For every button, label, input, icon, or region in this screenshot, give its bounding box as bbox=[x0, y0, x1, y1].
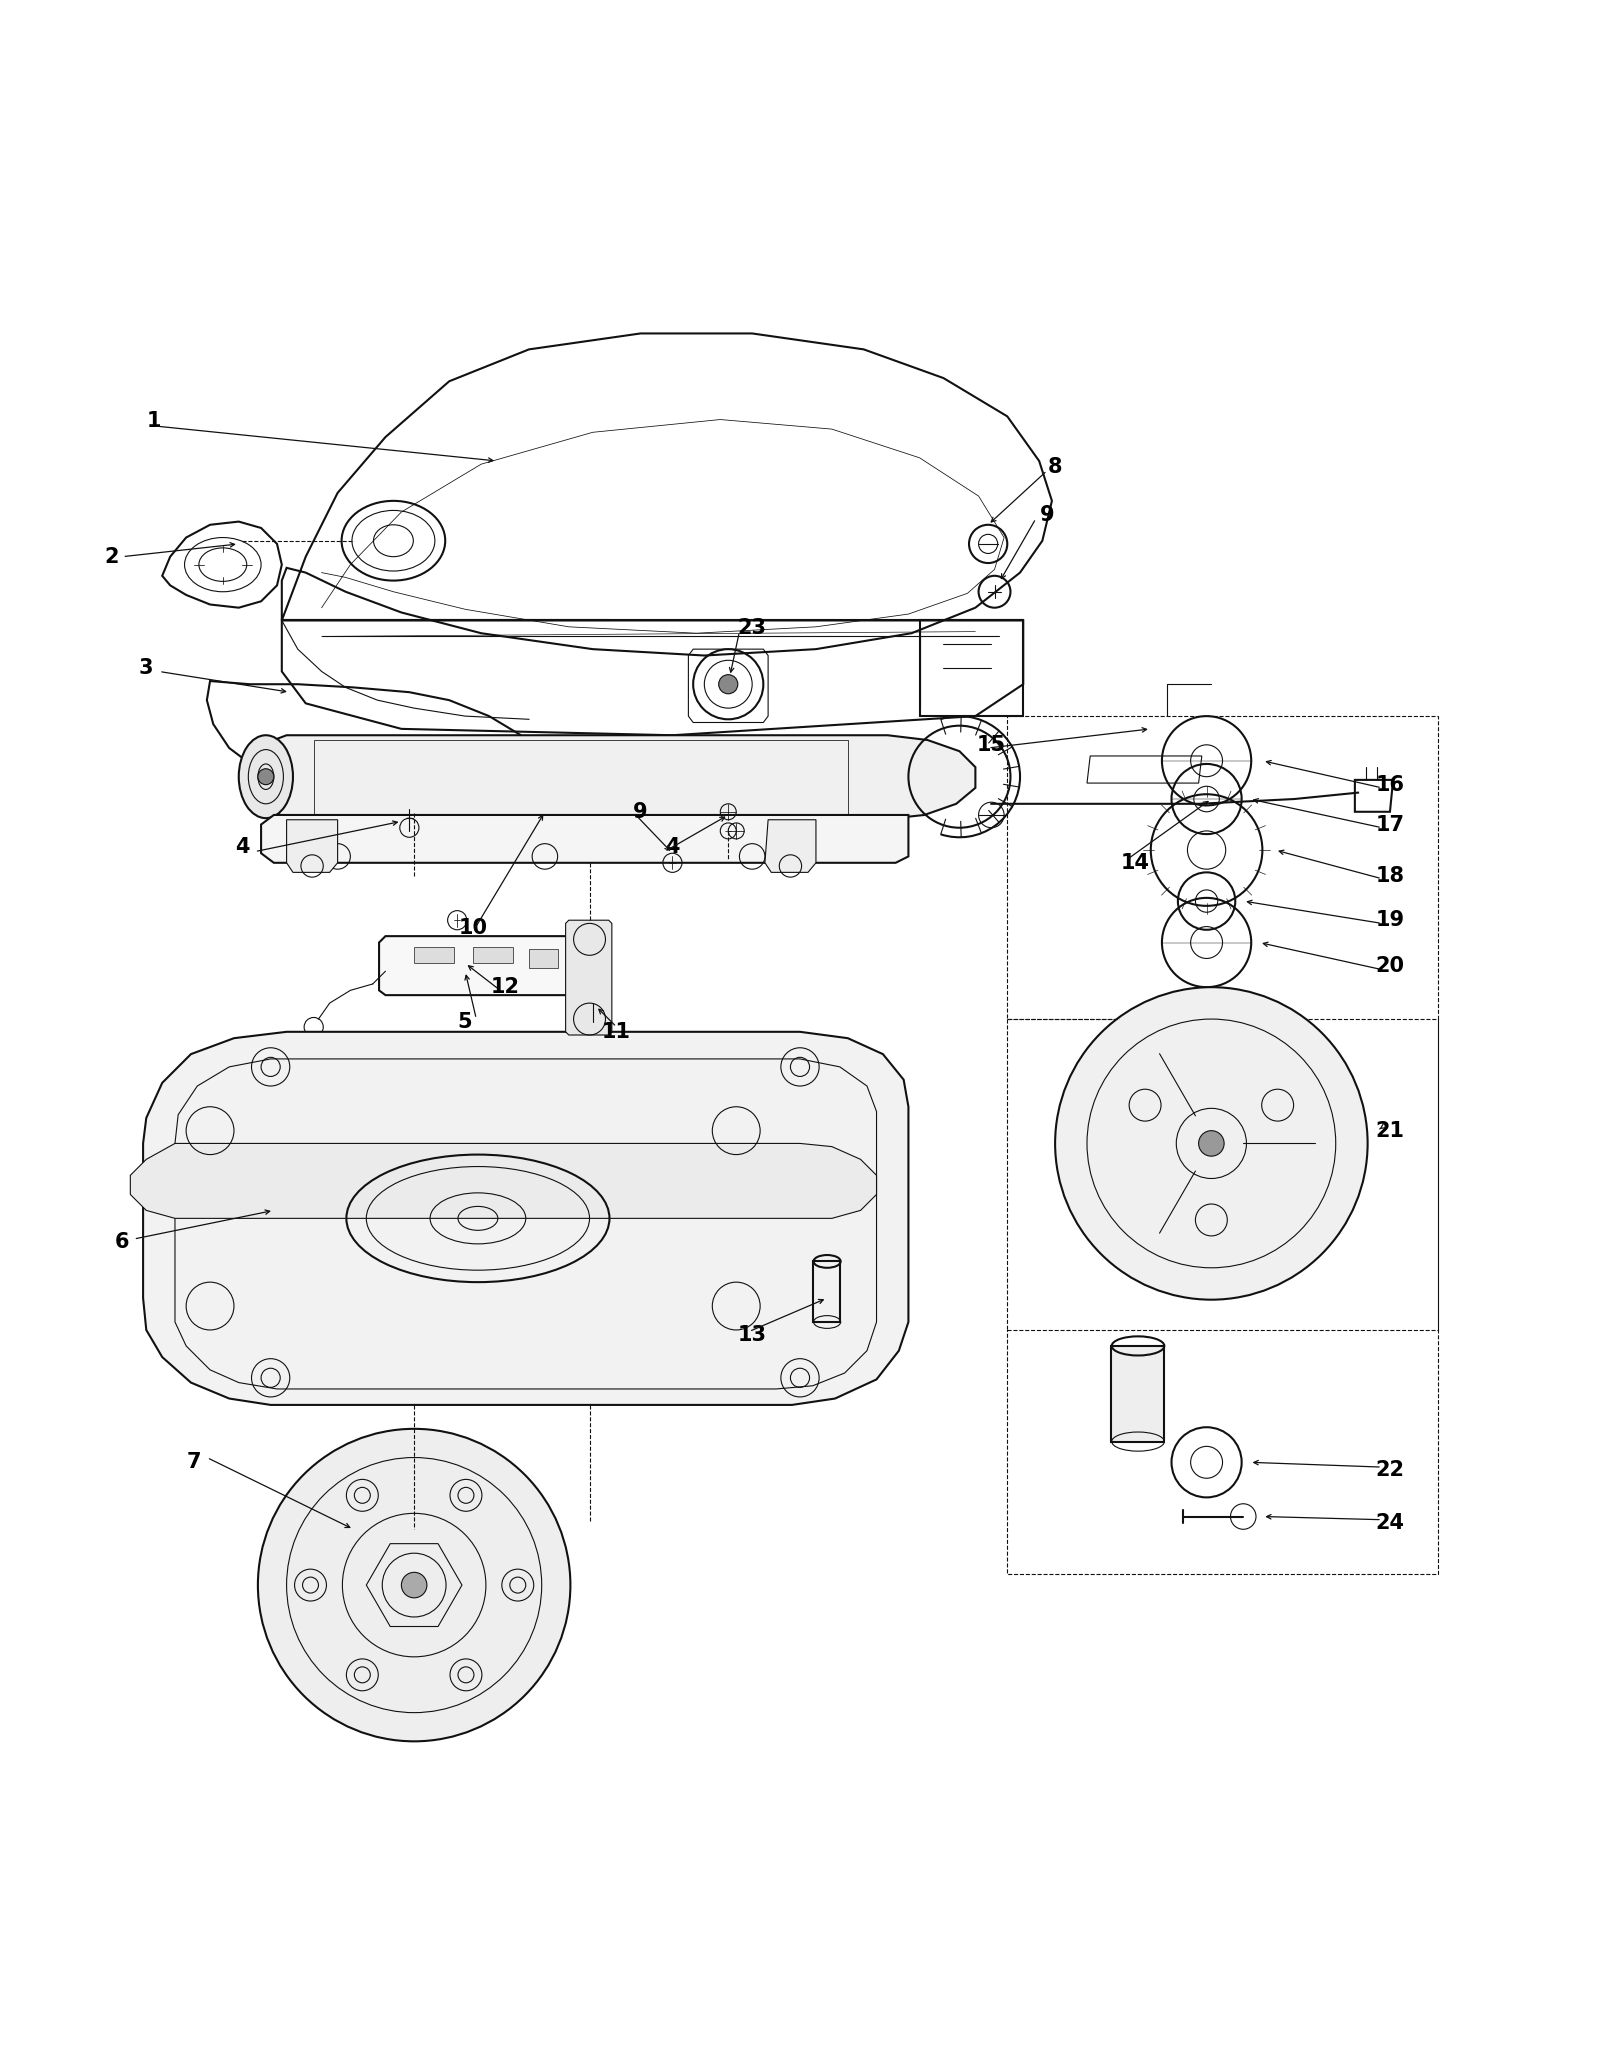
Circle shape bbox=[1054, 987, 1368, 1300]
Text: 4: 4 bbox=[666, 836, 680, 857]
Circle shape bbox=[402, 1573, 427, 1598]
Circle shape bbox=[258, 768, 274, 785]
Text: 4: 4 bbox=[235, 836, 250, 857]
Ellipse shape bbox=[238, 735, 293, 818]
Text: 1: 1 bbox=[147, 412, 162, 431]
Bar bbox=[414, 948, 454, 963]
Text: 9: 9 bbox=[634, 801, 648, 822]
Text: 7: 7 bbox=[187, 1453, 202, 1472]
Text: 15: 15 bbox=[976, 735, 1006, 756]
Text: 2: 2 bbox=[104, 546, 118, 567]
Polygon shape bbox=[1110, 1346, 1163, 1441]
Text: 6: 6 bbox=[115, 1232, 130, 1252]
Text: 18: 18 bbox=[1376, 865, 1405, 886]
Text: 11: 11 bbox=[602, 1023, 630, 1041]
Bar bbox=[530, 948, 558, 969]
Bar bbox=[474, 948, 514, 963]
Text: 9: 9 bbox=[1040, 505, 1054, 526]
Text: 17: 17 bbox=[1376, 814, 1405, 834]
Text: 21: 21 bbox=[1376, 1120, 1405, 1141]
Text: 22: 22 bbox=[1376, 1459, 1405, 1480]
Text: 19: 19 bbox=[1376, 911, 1405, 929]
Polygon shape bbox=[261, 816, 909, 863]
Text: 24: 24 bbox=[1376, 1513, 1405, 1534]
Text: 16: 16 bbox=[1376, 774, 1405, 795]
Circle shape bbox=[1198, 1130, 1224, 1157]
Text: 5: 5 bbox=[458, 1012, 472, 1033]
Text: 20: 20 bbox=[1376, 956, 1405, 977]
Polygon shape bbox=[130, 1143, 877, 1219]
Polygon shape bbox=[765, 820, 816, 871]
Polygon shape bbox=[142, 1031, 909, 1406]
Text: 10: 10 bbox=[459, 919, 488, 938]
Text: 12: 12 bbox=[491, 977, 520, 998]
Text: 14: 14 bbox=[1120, 853, 1149, 874]
Circle shape bbox=[258, 1428, 570, 1741]
Polygon shape bbox=[286, 820, 338, 871]
Polygon shape bbox=[566, 921, 611, 1035]
Polygon shape bbox=[245, 735, 976, 820]
Text: 3: 3 bbox=[139, 658, 154, 679]
Text: 23: 23 bbox=[738, 619, 766, 638]
Circle shape bbox=[718, 675, 738, 693]
Text: 8: 8 bbox=[1048, 457, 1062, 478]
Polygon shape bbox=[379, 936, 576, 996]
Text: 13: 13 bbox=[738, 1325, 766, 1346]
